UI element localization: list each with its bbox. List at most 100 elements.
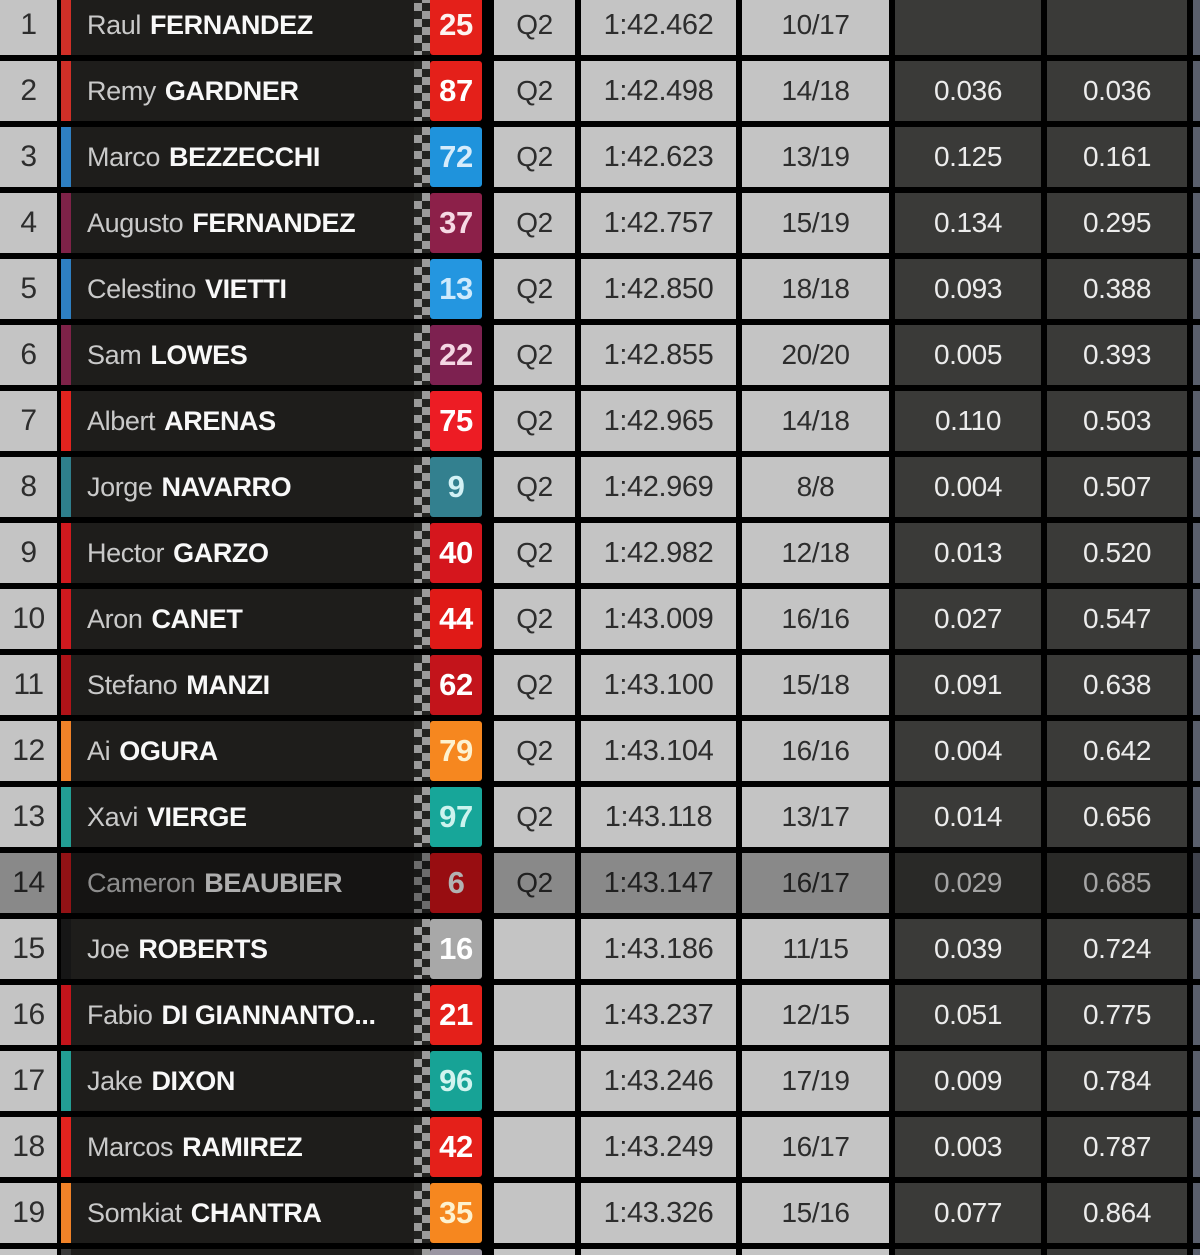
table-row[interactable]: 16 Fabio DI GIANNANTO... 21 1:43.237 12/… (0, 985, 1200, 1045)
column-divider (1187, 655, 1193, 715)
lap-time-cell: 1:42.623 (581, 127, 736, 187)
column-divider (736, 985, 742, 1045)
position-cell: 13 (0, 787, 57, 847)
position-cell: 8 (0, 457, 57, 517)
table-row[interactable]: 15 Joe ROBERTS 16 1:43.186 11/15 0.039 0… (0, 919, 1200, 979)
session-cell: Q2 (494, 193, 575, 253)
rider-last-name: BEAUBIER (204, 867, 343, 898)
session-cell: Q2 (494, 589, 575, 649)
table-row[interactable]: 13 Xavi VIERGE 97 Q2 1:43.118 13/17 0.01… (0, 787, 1200, 847)
table-row[interactable]: 18 Marcos RAMIREZ 42 1:43.249 16/17 0.00… (0, 1117, 1200, 1177)
laps-cell: 16/16 (742, 721, 889, 781)
rider-first-name: Raul (87, 9, 141, 40)
table-row[interactable]: 7 Albert ARENAS 75 Q2 1:42.965 14/18 0.1… (0, 391, 1200, 451)
table-row[interactable]: 19 Somkiat CHANTRA 35 1:43.326 15/16 0.0… (0, 1183, 1200, 1243)
table-row[interactable]: 1 Raul FERNANDEZ 25 Q2 1:42.462 10/17 (0, 0, 1200, 55)
column-divider (1187, 0, 1193, 55)
right-edge-column (1193, 0, 1200, 55)
column-divider (1187, 1249, 1193, 1255)
laps-cell: 16/17 (742, 1117, 889, 1177)
column-divider (736, 325, 742, 385)
column-divider (575, 853, 581, 913)
column-divider (482, 1183, 494, 1243)
column-divider (1041, 391, 1047, 451)
column-divider (1187, 61, 1193, 121)
rider-name: Celestino VIETTI (71, 259, 414, 319)
column-divider (889, 391, 895, 451)
table-row[interactable]: 6 Sam LOWES 22 Q2 1:42.855 20/20 0.005 0… (0, 325, 1200, 385)
rider-number-badge: 87 (430, 61, 482, 121)
session-cell: Q2 (494, 457, 575, 517)
table-row[interactable]: 9 Hector GARZO 40 Q2 1:42.982 12/18 0.01… (0, 523, 1200, 583)
column-divider (1187, 853, 1193, 913)
team-color-stripe (61, 853, 71, 913)
column-divider (1041, 1117, 1047, 1177)
column-divider (1041, 61, 1047, 121)
right-edge-column (1193, 1051, 1200, 1111)
rider-name: Ai OGURA (71, 721, 414, 781)
column-divider (575, 1183, 581, 1243)
rider-last-name: FERNANDEZ (149, 9, 313, 40)
column-divider (482, 1051, 494, 1111)
column-divider (575, 589, 581, 649)
table-row[interactable]: 12 Ai OGURA 79 Q2 1:43.104 16/16 0.004 0… (0, 721, 1200, 781)
column-divider (482, 853, 494, 913)
column-divider (575, 259, 581, 319)
column-divider (889, 1183, 895, 1243)
column-divider (889, 919, 895, 979)
rider-name: Marco BEZZECCHI (71, 127, 414, 187)
position-cell: 14 (0, 853, 57, 913)
laps-cell: 11/15 (742, 919, 889, 979)
table-row[interactable]: 11 Stefano MANZI 62 Q2 1:43.100 15/18 0.… (0, 655, 1200, 715)
column-divider (1041, 655, 1047, 715)
column-divider (736, 853, 742, 913)
column-divider (736, 1051, 742, 1111)
column-divider (575, 1117, 581, 1177)
table-row[interactable]: 2 Remy GARDNER 87 Q2 1:42.498 14/18 0.03… (0, 61, 1200, 121)
right-edge-column (1193, 919, 1200, 979)
column-divider (1041, 0, 1047, 55)
gap-first-cell: 0.775 (1047, 985, 1187, 1045)
column-divider (889, 985, 895, 1045)
checkered-flag-strip (414, 391, 430, 451)
rider-first-name: Jorge (87, 471, 153, 502)
rider-name: Stefano MANZI (71, 655, 414, 715)
table-row[interactable]: 5 Celestino VIETTI 13 Q2 1:42.850 18/18 … (0, 259, 1200, 319)
laps-cell (742, 1249, 889, 1255)
gap-first-cell: 0.036 (1047, 61, 1187, 121)
right-edge-column (1193, 457, 1200, 517)
column-divider (482, 1249, 494, 1255)
rider-first-name: Joe (87, 933, 130, 964)
rider-name: Hector GARZO (71, 523, 414, 583)
rider-name: Albert ARENAS (71, 391, 414, 451)
column-divider (889, 655, 895, 715)
rider-last-name: NAVARRO (161, 471, 292, 502)
table-row[interactable]: 10 Aron CANET 44 Q2 1:43.009 16/16 0.027… (0, 589, 1200, 649)
lap-time-cell: 1:43.326 (581, 1183, 736, 1243)
table-row[interactable]: 14 Cameron BEAUBIER 6 Q2 1:43.147 16/17 … (0, 853, 1200, 913)
column-divider (1187, 919, 1193, 979)
column-divider (1041, 985, 1047, 1045)
table-row[interactable]: 4 Augusto FERNANDEZ 37 Q2 1:42.757 15/19… (0, 193, 1200, 253)
table-row[interactable]: 17 Jake DIXON 96 1:43.246 17/19 0.009 0.… (0, 1051, 1200, 1111)
lap-time-cell: 1:42.462 (581, 0, 736, 55)
column-divider (889, 0, 895, 55)
session-cell: Q2 (494, 0, 575, 55)
session-cell (494, 985, 575, 1045)
rider-last-name: CHANTRA (190, 1197, 322, 1228)
column-divider (482, 985, 494, 1045)
gap-previous-cell: 0.036 (895, 61, 1041, 121)
column-divider (736, 391, 742, 451)
session-cell: Q2 (494, 721, 575, 781)
lap-time-cell: 1:43.186 (581, 919, 736, 979)
column-divider (1041, 1051, 1047, 1111)
right-edge-column (1193, 259, 1200, 319)
table-row[interactable]: 3 Marco BEZZECCHI 72 Q2 1:42.623 13/19 0… (0, 127, 1200, 187)
table-row[interactable] (0, 1249, 1200, 1255)
column-divider (57, 259, 61, 319)
column-divider (57, 589, 61, 649)
rider-last-name: ROBERTS (138, 933, 268, 964)
table-row[interactable]: 8 Jorge NAVARRO 9 Q2 1:42.969 8/8 0.004 … (0, 457, 1200, 517)
session-cell: Q2 (494, 523, 575, 583)
rider-name: Cameron BEAUBIER (71, 853, 414, 913)
